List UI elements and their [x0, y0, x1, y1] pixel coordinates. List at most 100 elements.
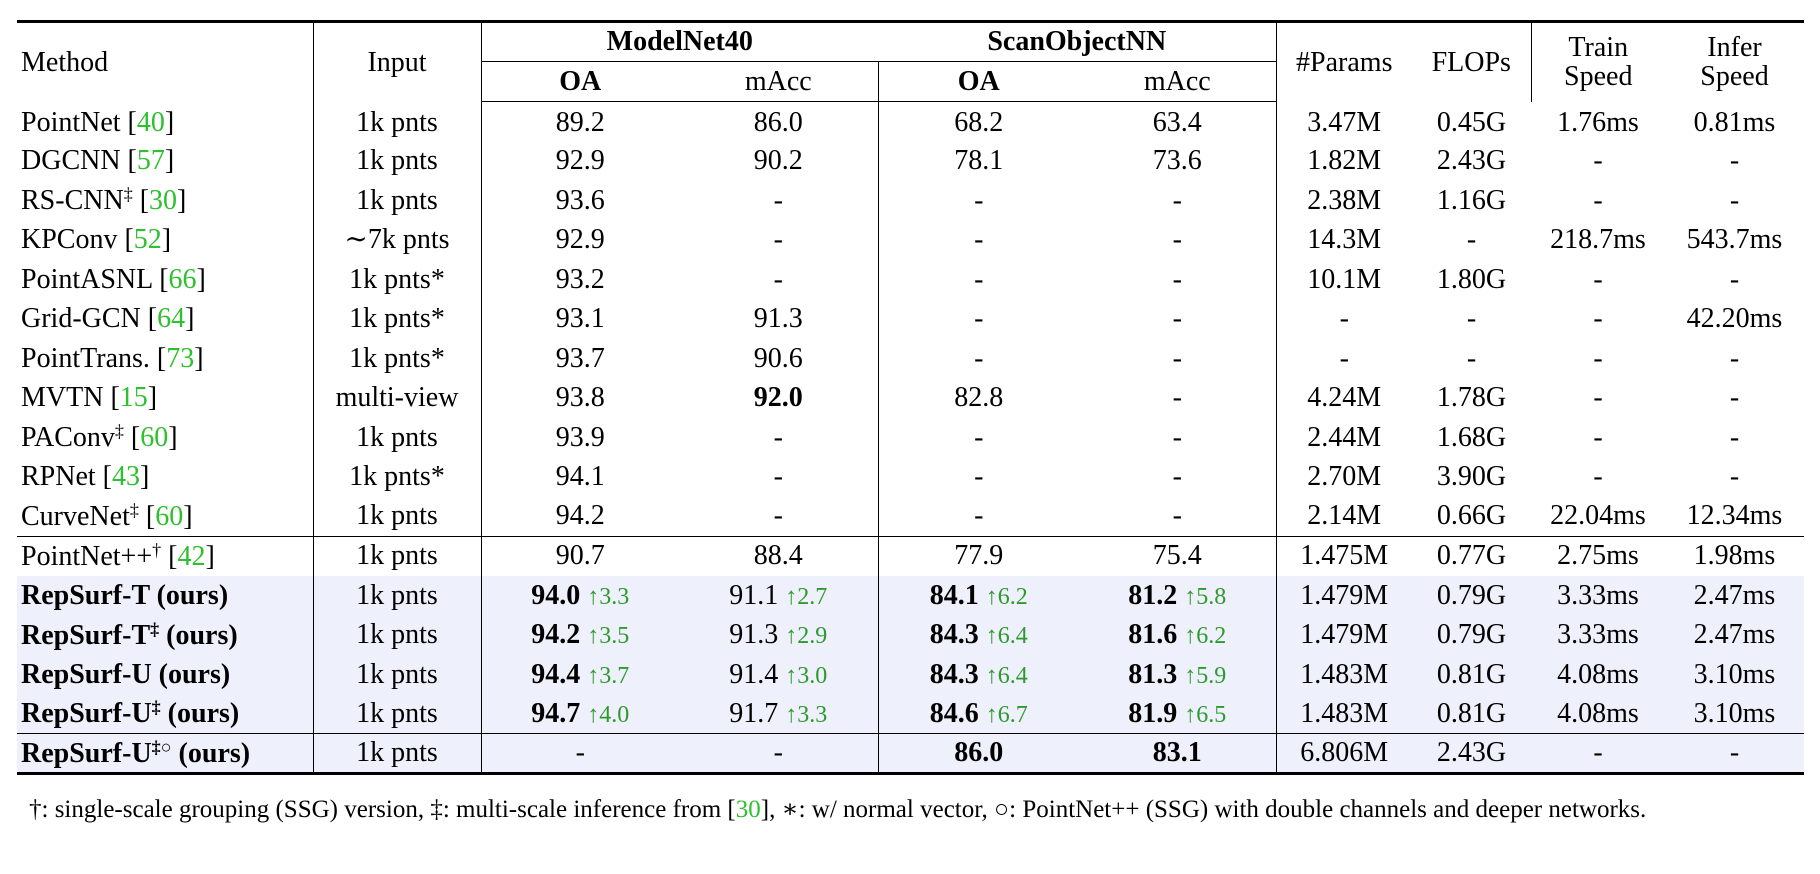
table-cell: RepSurf-U‡○ (ours): [17, 733, 314, 775]
table-cell: 93.7: [481, 339, 679, 379]
table-cell: PointNet++† [42]: [17, 535, 314, 576]
text-span: 4.08ms: [1557, 697, 1639, 729]
text-span: ‡: [114, 421, 124, 442]
text-span: 22.04ms: [1550, 500, 1646, 532]
table-cell: 91.4 ↑3.0: [679, 654, 879, 694]
text-span: ↑2.9: [785, 623, 828, 650]
text-span: -: [1593, 737, 1603, 769]
table-cell: -: [1665, 457, 1804, 497]
text-span: ↑6.4: [985, 623, 1028, 650]
table-cell: RPNet [43]: [17, 457, 314, 497]
text-span: -: [974, 421, 984, 453]
text-span: 91.1: [729, 579, 779, 611]
text-span: 543.7ms: [1686, 224, 1783, 256]
table-cell: -: [1412, 220, 1531, 260]
table-cell: 0.79G: [1412, 615, 1531, 655]
text-span: -: [1339, 303, 1349, 335]
table-cell: 93.1: [481, 299, 679, 339]
table-cell: 91.1 ↑2.7: [679, 575, 879, 615]
text-span: 1.483M: [1300, 658, 1389, 690]
text-span: -: [1729, 737, 1740, 769]
table-cell: -: [1276, 299, 1412, 339]
table-cell: 1k pnts: [313, 496, 482, 536]
table-cell: -: [679, 457, 879, 497]
table-cell: 81.2 ↑5.8: [1079, 575, 1277, 615]
table-cell: 94.4 ↑3.7: [481, 654, 679, 694]
text-span: ↑3.7: [587, 662, 630, 689]
text-span: 14.3M: [1307, 224, 1382, 256]
text-span: 30: [149, 185, 178, 217]
text-span: 84.3: [929, 619, 979, 651]
table-row: PointASNL [66] 1k pnts* 93.2 - - - 10.1M 1.80G -…: [17, 259, 1804, 300]
table-cell: -: [1079, 338, 1277, 378]
table-cell: -: [1079, 299, 1277, 339]
table-cell: -: [1079, 378, 1277, 418]
text-span: 2.47ms: [1693, 579, 1776, 611]
text-span: 0.79G: [1436, 619, 1507, 651]
header-cell: ScanObjectNN: [878, 20, 1277, 62]
text-span: -: [773, 184, 783, 216]
text-span: ∼7k pnts: [344, 224, 450, 256]
table-cell: 1k pnts*: [313, 299, 482, 339]
text-span: ↑3.3: [587, 583, 630, 610]
table-cell: 81.9 ↑6.5: [1079, 694, 1277, 734]
table-cell: -: [1079, 259, 1277, 299]
table-cell: 2.75ms: [1531, 535, 1665, 576]
text-span: -: [974, 342, 984, 374]
text-span: 1k pnts: [356, 145, 438, 177]
text-span: -: [1466, 303, 1477, 335]
table-cell: 10.1M: [1276, 260, 1412, 300]
table-cell: CurveNet‡ [60]: [17, 496, 314, 536]
table-cell: 0.81G: [1412, 694, 1531, 734]
table-cell: -: [1531, 339, 1665, 379]
table-cell: 0.77G: [1412, 535, 1531, 576]
table-cell: 2.70M: [1276, 457, 1412, 497]
text-span: -: [575, 737, 585, 769]
table-cell: 73.6: [1079, 141, 1277, 181]
subheader-text: OA: [957, 65, 1000, 97]
text-span: DGCNN [: [21, 145, 137, 177]
text-span: 90.6: [753, 342, 803, 374]
table-cell: 0.66G: [1412, 497, 1531, 537]
table-cell: -: [1531, 141, 1665, 181]
table-cell: 84.3 ↑6.4: [878, 615, 1079, 655]
table-cell: -: [1079, 496, 1277, 536]
row-group: PointNet++† [42] 1k pnts 90.7 88.4 77.9 75.4 1…: [17, 535, 1804, 734]
text-span: 94.1: [555, 461, 605, 493]
table-cell: 1.483M: [1276, 694, 1412, 734]
text-span: 6.806M: [1300, 737, 1389, 769]
text-span: ]: [161, 224, 172, 256]
table-cell: ∼7k pnts: [313, 220, 482, 260]
table-cell: 94.0 ↑3.3: [481, 575, 679, 615]
text-span: RPNet [: [21, 461, 112, 493]
table-cell: 4.08ms: [1531, 654, 1665, 694]
text-span: 88.4: [753, 540, 803, 572]
text-span: -: [1593, 461, 1603, 493]
text-span: (ours): [160, 698, 240, 730]
table-cell: 1.98ms: [1665, 535, 1804, 576]
text-span: -: [773, 224, 783, 256]
table-cell: 90.2: [679, 141, 879, 181]
table-cell: 94.7 ↑4.0: [481, 694, 679, 734]
text-span: 0.45G: [1436, 106, 1507, 138]
row-group: RepSurf-U‡○ (ours) 1k pnts - - 86.0 83.1 6.806…: [17, 733, 1804, 775]
text-span: -: [1729, 263, 1740, 295]
text-span: 1.80G: [1436, 263, 1507, 295]
table-cell: 1k pnts: [313, 694, 482, 734]
text-span: ]: [177, 185, 187, 217]
text-span: ‡: [150, 618, 160, 639]
table-cell: 86.0: [878, 733, 1079, 775]
text-span: [: [123, 422, 141, 454]
text-span: 1.16G: [1436, 184, 1507, 216]
table-cell: 3.90G: [1412, 457, 1531, 497]
table-cell: -: [878, 457, 1079, 497]
table-cell: -: [1531, 457, 1665, 497]
table-cell: 92.9: [481, 220, 679, 260]
text-span: 1k pnts*: [349, 342, 445, 374]
text-span: -: [1729, 421, 1740, 453]
table-cell: 84.1 ↑6.2: [878, 575, 1079, 615]
table-cell: 91.7 ↑3.3: [679, 694, 879, 734]
text-span: -: [1172, 303, 1182, 335]
text-span: 2.70M: [1307, 461, 1382, 493]
table-cell: 2.43G: [1412, 733, 1531, 775]
